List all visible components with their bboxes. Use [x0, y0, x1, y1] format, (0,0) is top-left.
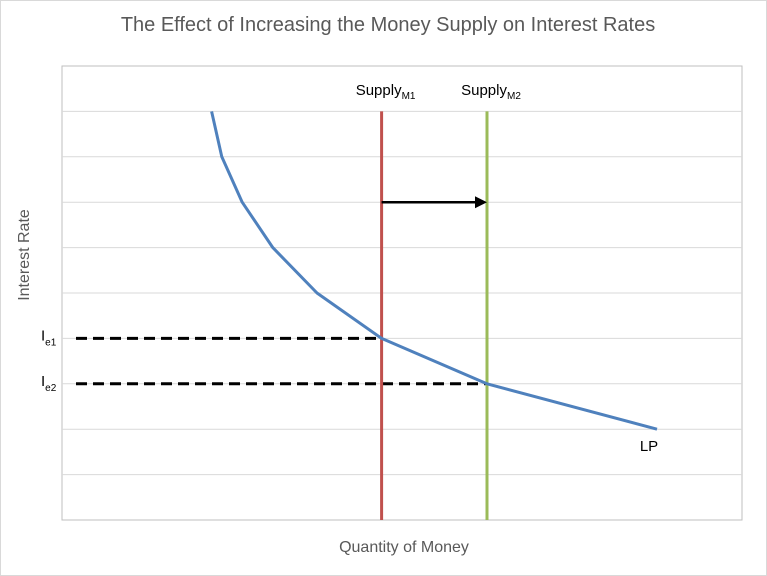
supply-label-m1: SupplyM1	[356, 82, 416, 102]
shift-arrowhead	[475, 196, 487, 209]
x-axis-label: Quantity of Money	[339, 539, 469, 556]
equilibrium-label-e1: Ie1	[41, 327, 57, 348]
lp-curve-line	[210, 111, 658, 431]
chart-marks: SupplyM1 SupplyM2 Ie1 Ie2 LP	[41, 82, 658, 520]
y-axis-label: Interest Rate	[16, 209, 33, 301]
lp-curve-label: LP	[640, 438, 658, 455]
gridlines	[62, 110, 742, 476]
supply-label-m2: SupplyM2	[461, 82, 521, 102]
equilibrium-label-e2: Ie2	[41, 373, 57, 394]
chart-title: The Effect of Increasing the Money Suppl…	[121, 14, 655, 36]
